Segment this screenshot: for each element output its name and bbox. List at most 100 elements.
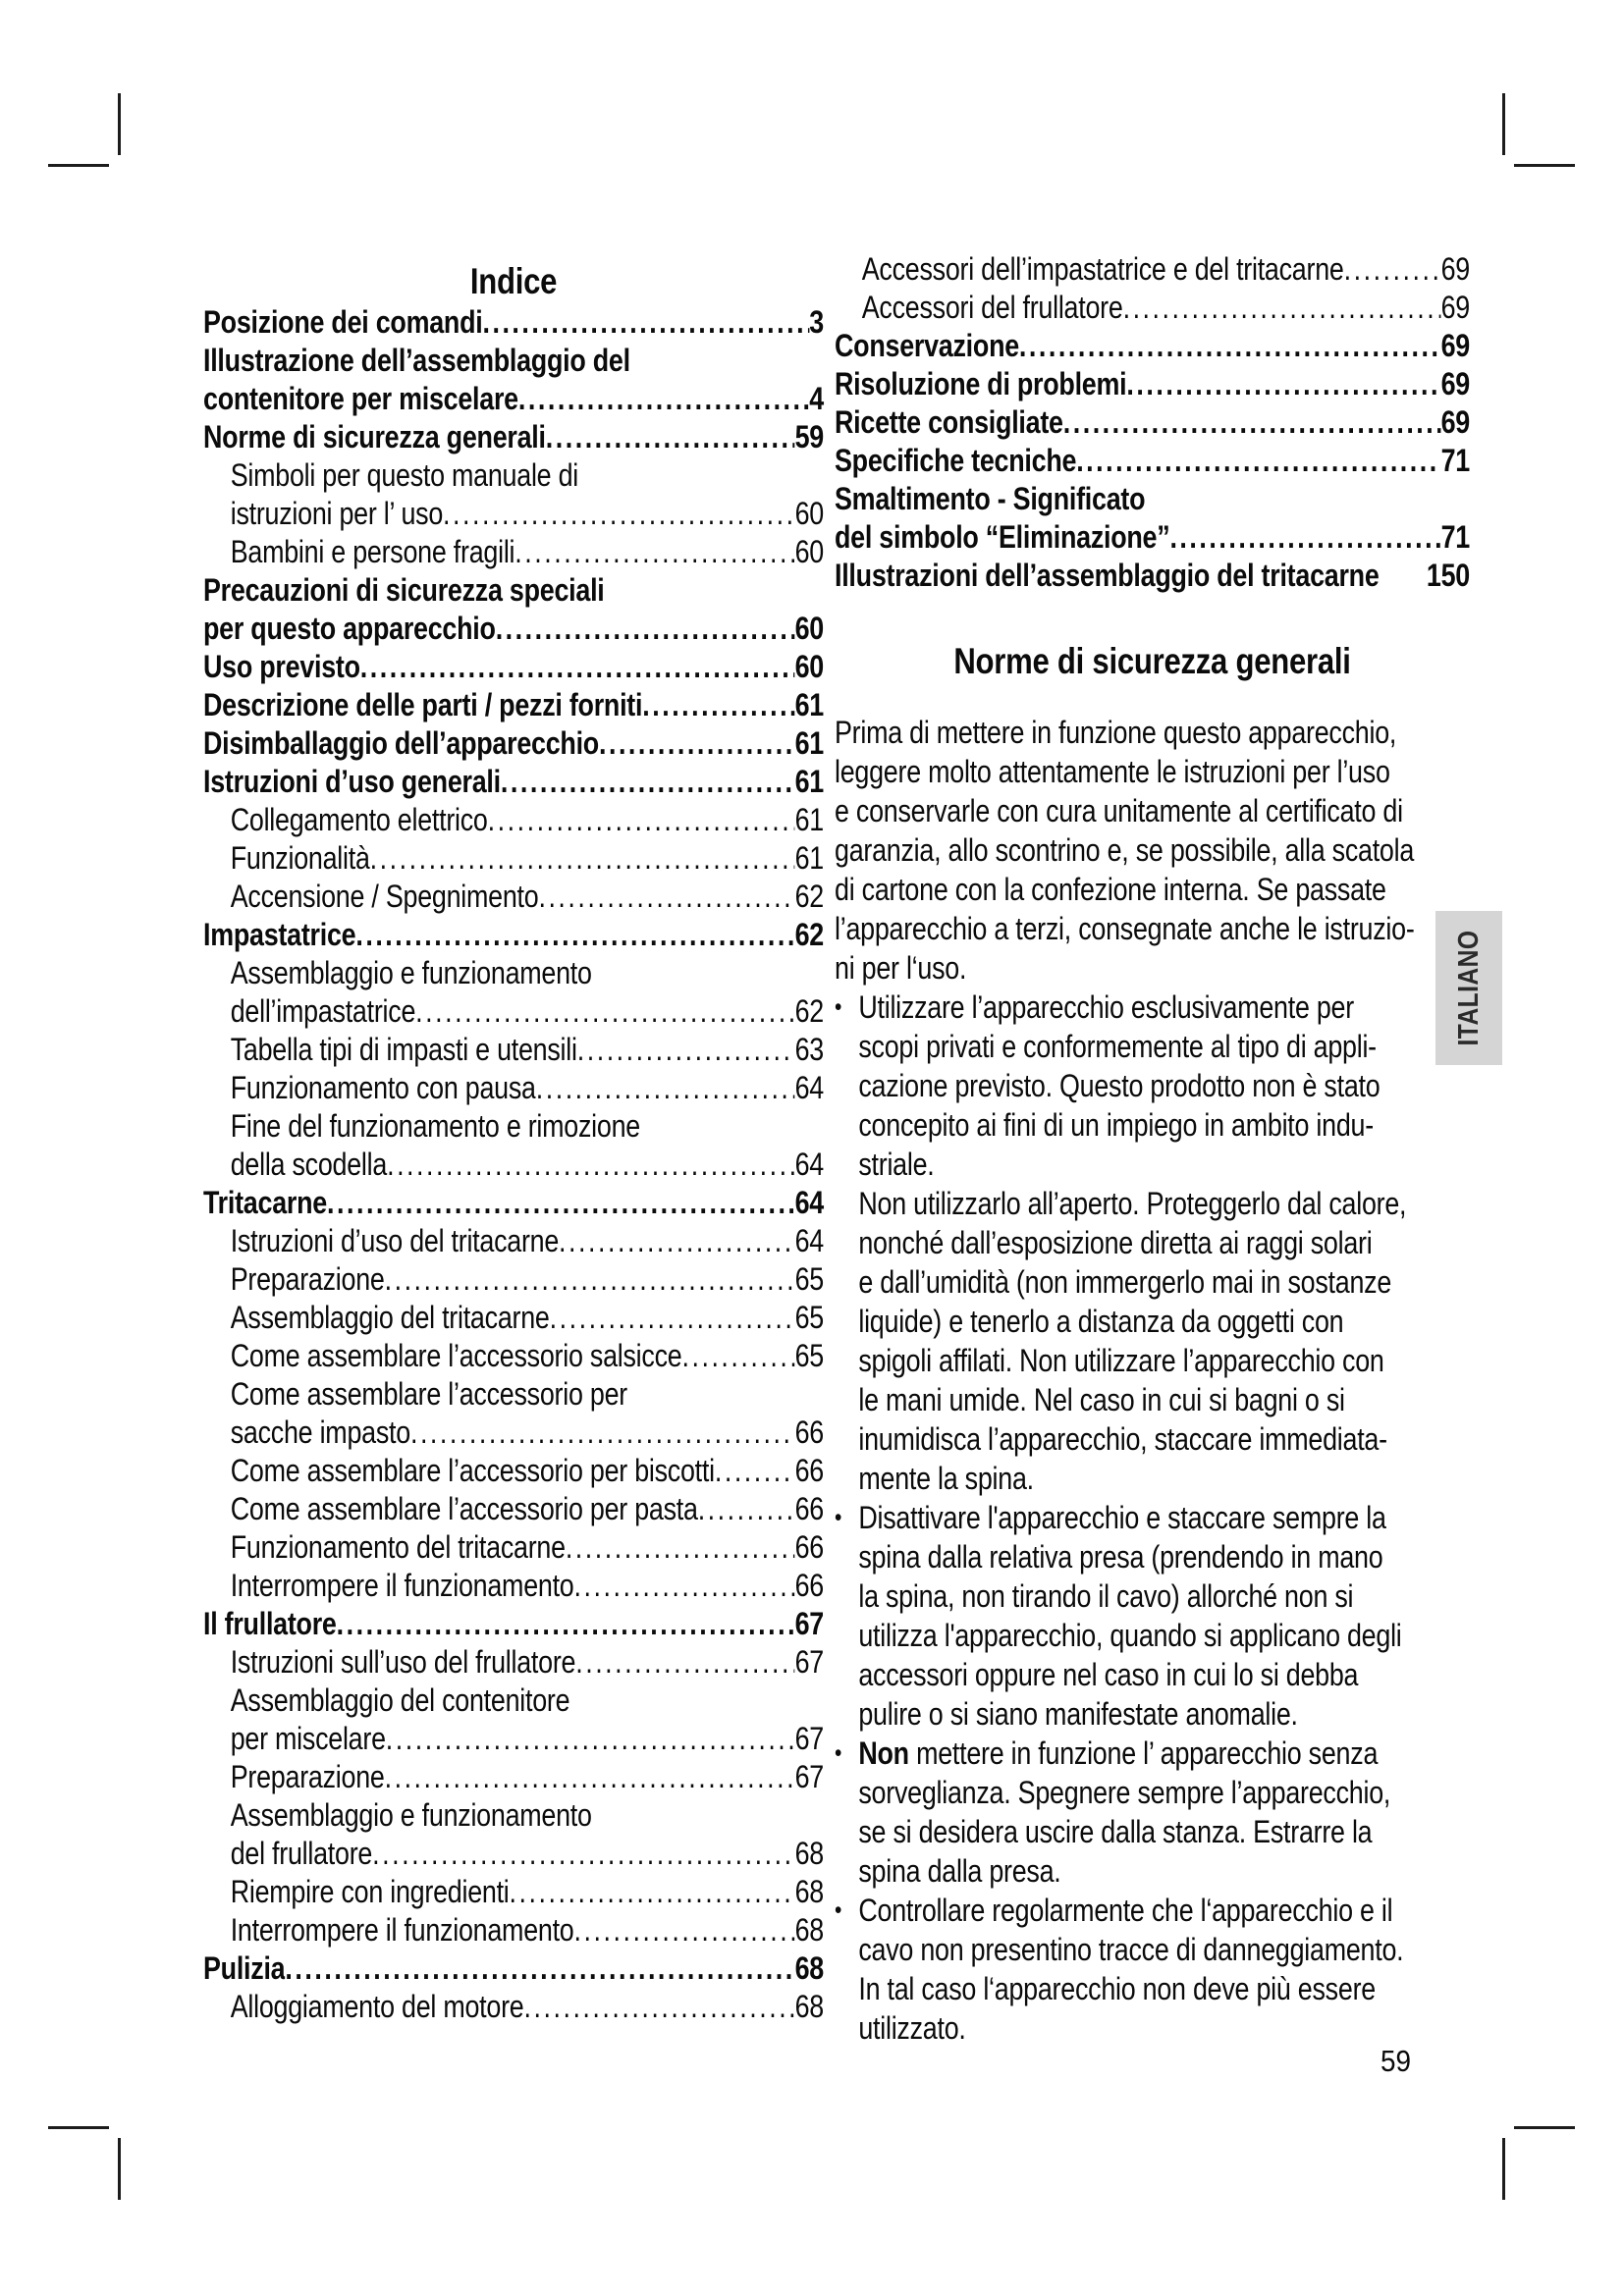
text-line: accessori oppure nel caso in cui lo si d… (858, 1657, 1359, 1692)
toc-entry: Uso previsto............................… (203, 648, 824, 686)
toc-entry: per questo apparecchio..................… (203, 610, 824, 648)
section-body: Prima di mettere in funzione questo appa… (835, 713, 1470, 2048)
text-line: nonché dall’esposizione diretta ai raggi… (858, 1225, 1373, 1260)
text-line: Non mettere in funzione l’ apparecchio s… (858, 1735, 1379, 1771)
toc-entry-label: Pulizia (203, 1950, 286, 1986)
toc-entry-label: Illustrazione dell’assemblaggio del (203, 343, 630, 378)
toc-entry-page: 68 (794, 1950, 825, 1986)
toc-leader-dots: ........................................… (509, 1874, 795, 1909)
text-line: pulire o si siano manifestate anomalie. (858, 1696, 1298, 1732)
toc-entry-label: Preparazione (230, 1261, 385, 1297)
toc-entry-label: Norme di sicurezza generali (203, 419, 546, 454)
bullet-icon: • (835, 1504, 842, 1531)
toc-leader-dots: ........................................… (369, 840, 795, 876)
toc-entry-label: Risoluzione di problemi (835, 366, 1127, 401)
toc-entry: Disimballaggio dell’apparecchio.........… (203, 724, 824, 763)
toc-entry: Accensione / Spegnimento................… (203, 878, 825, 916)
toc-entry: Istruzioni sull’uso del frullatore......… (203, 1643, 825, 1682)
toc-entry-label: Conservazione (835, 328, 1019, 363)
toc-entry-page: 69 (1440, 328, 1471, 363)
toc-leader-dots: ........................................… (642, 687, 795, 722)
toc-entry: Come assemblare l’accessorio per pasta..… (203, 1490, 825, 1528)
toc-entry-label: Simboli per questo manuale di (230, 457, 579, 493)
toc-entry-label: Descrizione delle parti / pezzi forniti (203, 687, 643, 722)
toc-entry-label: Assemblaggio e funzionamento (230, 1797, 592, 1833)
toc-entry: Interrompere il funzionamento...........… (203, 1911, 825, 1949)
toc-entry-label: Smaltimento - Significato (835, 481, 1146, 516)
text-line: spina dalla relativa presa (prendendo in… (858, 1539, 1383, 1575)
toc-entry-label: Istruzioni d’uso generali (203, 764, 501, 799)
toc-entry-label: Tritacarne (203, 1185, 327, 1220)
toc-entry-label: Accensione / Spegnimento (230, 879, 539, 914)
text-line: e conservarle con cura unitamente al cer… (835, 793, 1403, 828)
toc-entry-label: Uso previsto (203, 649, 360, 684)
toc-entry-label: del frullatore (230, 1836, 373, 1871)
toc-entry: Ricette consigliate.....................… (835, 403, 1470, 442)
toc-entry-page: 64 (794, 1223, 825, 1258)
crop-mark-bottom-right-vertical (1502, 2138, 1505, 2200)
toc-entry: Fine del funzionamento e rimozione (203, 1107, 824, 1146)
toc-entry: Tabella tipi di impasti e utensili......… (203, 1031, 825, 1069)
text-lines: Prima di mettere in funzione questo appa… (835, 713, 1470, 988)
text-lines: Utilizzare l’apparecchio esclusivamente … (858, 988, 1470, 1498)
toc-entry-page: 64 (794, 1147, 825, 1182)
toc-leader-dots: ........................................… (598, 725, 795, 761)
toc-entry-page: 61 (794, 840, 825, 876)
bullet-icon: • (835, 1739, 842, 1767)
toc-entry-label: Come assemblare l’accessorio per (230, 1376, 627, 1412)
section-title: Norme di sicurezza generali (953, 641, 1351, 681)
toc-leader-dots: ........................................… (385, 1721, 795, 1756)
bold-word: Non (858, 1735, 909, 1771)
toc-entry-page: 62 (794, 917, 825, 952)
toc-entry-label: Impastatrice (203, 917, 356, 952)
toc-entry: Conservazione...........................… (835, 327, 1470, 365)
toc-entry-page: 71 (1440, 519, 1471, 555)
toc-entry: Funzionalità............................… (203, 839, 825, 878)
toc-entry: Come assemblare l’accessorio per biscott… (203, 1452, 825, 1490)
text-line: la spina, non tirando il cavo) allorché … (858, 1578, 1354, 1614)
toc-entry-label: Interrompere il funzionamento (230, 1912, 574, 1948)
toc-leader-dots: ........................................… (535, 1070, 795, 1105)
toc-entry-label: Accessori dell’impastatrice e del tritac… (861, 251, 1344, 287)
toc-leader-dots: ........................................… (355, 917, 794, 952)
toc-entry: Assemblaggio e funzionamento (203, 1796, 824, 1835)
toc-entry-label: Tabella tipi di impasti e utensili (230, 1032, 577, 1067)
toc-leader-dots: ........................................… (1018, 328, 1441, 363)
toc-entry-label: Posizione dei comandi (203, 304, 483, 340)
toc-entry: del frullatore..........................… (203, 1835, 825, 1873)
toc-leader-dots: ........................................… (415, 993, 795, 1029)
toc-leader-dots: ........................................… (575, 1644, 794, 1680)
toc-entry: Descrizione delle parti / pezzi forniti.… (203, 686, 824, 724)
toc-entry: Norme di sicurezza generali.............… (203, 418, 824, 456)
toc-entry-label: Assemblaggio del tritacarne (230, 1300, 550, 1335)
text-line: ni per l‘uso. (835, 950, 967, 986)
text-line: utilizzato. (858, 2010, 966, 2046)
toc-entry: Assemblaggio del tritacarne.............… (203, 1299, 825, 1337)
toc-entry-page: 67 (794, 1606, 825, 1641)
text-line: di cartone con la confezione interna. Se… (835, 872, 1386, 907)
toc-entry: Accessori del frullatore................… (835, 289, 1471, 327)
crop-mark-top-right-horizontal (1514, 164, 1575, 167)
text-line: cazione previsto. Questo prodotto non è … (858, 1068, 1380, 1103)
toc-entry: Istruzioni d’uso generali...............… (203, 763, 824, 801)
toc-entry-page: 60 (794, 649, 825, 684)
toc-entry: dell’impastatrice.......................… (203, 992, 825, 1031)
text-lines: Controllare regolarmente che l‘apparecch… (858, 1891, 1470, 2048)
toc-entry-page: 65 (794, 1338, 825, 1373)
crop-mark-top-left-horizontal (48, 164, 109, 167)
toc-leader-dots: ........................................… (538, 879, 794, 914)
toc-entry-page: 66 (794, 1568, 825, 1603)
toc-entry-label: istruzioni per l’ uso (230, 496, 444, 531)
toc-entry: Pulizia.................................… (203, 1949, 824, 1988)
crop-mark-bottom-left-vertical (118, 2138, 121, 2200)
toc-entry: Specifiche tecniche.....................… (835, 442, 1470, 480)
toc-leader-dots: ........................................… (573, 1912, 795, 1948)
toc-entry-page: 68 (794, 1989, 825, 2024)
toc-leader-dots: ........................................… (1076, 443, 1440, 478)
paragraph: Prima di mettere in funzione questo appa… (835, 713, 1470, 988)
toc-leader-dots: ........................................… (545, 419, 795, 454)
toc-entry: Simboli per questo manuale di (203, 456, 824, 495)
page-number: 59 (1380, 2044, 1412, 2078)
toc-leader-dots: ........................................… (565, 1529, 795, 1565)
